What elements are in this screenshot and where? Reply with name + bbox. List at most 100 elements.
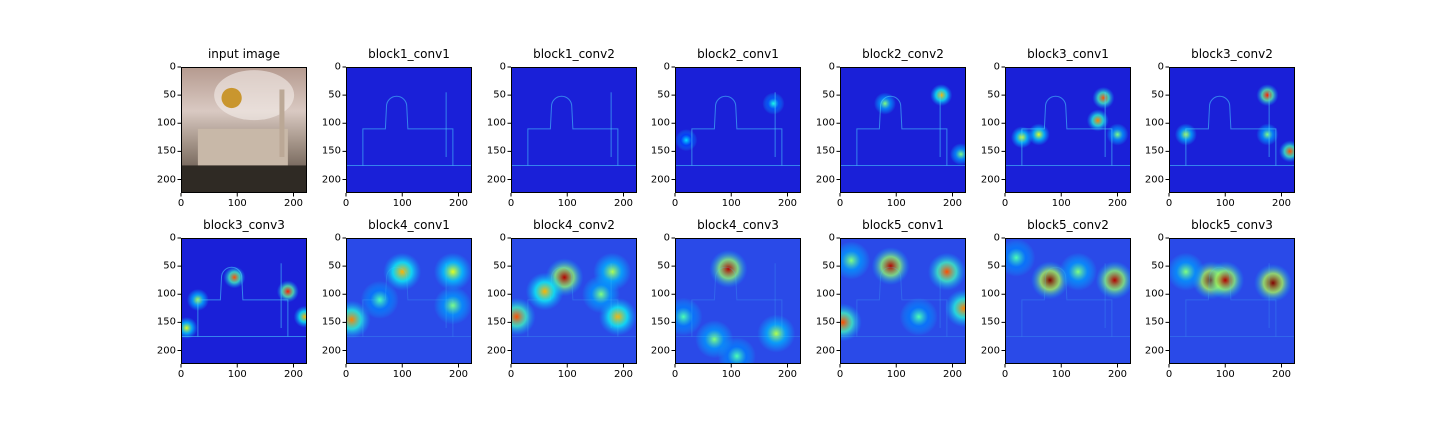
subplot-title: block3_conv3 [203, 218, 285, 232]
subplot-title: block5_conv3 [1191, 218, 1273, 232]
axes-frame [346, 238, 472, 364]
y-tick-label: 200 [1144, 174, 1164, 185]
x-tick-label: 100 [1215, 198, 1235, 209]
activation-hotspot [1086, 109, 1109, 132]
x-tick-label: 0 [671, 198, 679, 209]
y-tick-label: 0 [993, 232, 1000, 244]
activation-hotspot [1106, 123, 1129, 146]
subplot-12: block5_conv1 0 100 200 0 50 100 150 200 [816, 218, 966, 380]
subplot-4: block2_conv1 0 100 200 0 50 100 150 200 [651, 47, 801, 209]
activation-hotspot [675, 129, 698, 152]
y-tick-label: 150 [486, 145, 506, 157]
subplot-title: block3_conv2 [1191, 47, 1273, 61]
y-tick-label: 150 [156, 145, 176, 157]
building-silhouette [1005, 263, 1131, 337]
axes-frame [1169, 67, 1295, 193]
y-tick-label: 50 [1151, 89, 1164, 101]
x-tick-label: 100 [227, 198, 247, 209]
y-tick-label: 100 [815, 288, 835, 300]
activation-hotspot [930, 84, 953, 107]
plot-area [1165, 237, 1295, 368]
activation-hotspot [1095, 261, 1131, 300]
axes-frame [511, 67, 637, 193]
subplot-title: input image [207, 47, 281, 61]
subplot-9: block4_conv1 0 100 200 0 50 100 150 200 [322, 218, 472, 380]
x-tick-label: 200 [777, 369, 798, 380]
x-tick-label: 100 [721, 198, 741, 209]
plot-area [507, 237, 637, 368]
y-tick-label: 200 [1144, 345, 1164, 356]
building-silhouette [840, 263, 966, 337]
activation-hotspot [360, 280, 399, 319]
x-tick-label: 0 [836, 369, 844, 380]
activation-hotspot [840, 241, 871, 280]
activation-hotspot [762, 92, 785, 115]
y-tick-label: 50 [493, 260, 506, 272]
activation-hotspot [383, 252, 422, 291]
axes-frame [675, 67, 801, 193]
subplot-title: block4_conv1 [368, 218, 450, 232]
subplot-title: block5_conv1 [862, 218, 944, 232]
y-tick-label: 0 [828, 61, 835, 73]
x-tick-label: 100 [886, 369, 906, 380]
y-tick-label: 100 [156, 288, 176, 300]
y-tick-label: 150 [321, 316, 341, 328]
y-tick-label: 200 [980, 345, 1000, 356]
activation-hotspot [927, 252, 966, 291]
y-tick-label: 0 [1157, 61, 1164, 73]
x-tick-label: 0 [342, 369, 350, 380]
subplot-title: block2_conv1 [697, 47, 779, 61]
x-tick-label: 0 [671, 369, 679, 380]
y-tick-label: 0 [169, 61, 176, 73]
plot-area [1001, 66, 1131, 197]
y-tick-label: 100 [980, 117, 1000, 129]
plot-area [1165, 66, 1295, 197]
subplot-13: block5_conv2 0 100 200 0 50 100 150 200 [981, 218, 1131, 380]
y-tick-label: 100 [486, 288, 506, 300]
x-tick-label: 0 [1001, 369, 1009, 380]
activation-hotspot [1092, 86, 1115, 109]
activation-hotspot [1027, 123, 1050, 146]
y-tick-label: 0 [169, 232, 176, 244]
plot-area [342, 237, 472, 368]
activation-hotspot [525, 272, 564, 311]
y-tick-label: 150 [650, 145, 670, 157]
x-tick-label: 0 [1165, 369, 1173, 380]
subplot-title: block1_conv2 [533, 47, 615, 61]
y-tick-label: 50 [822, 89, 835, 101]
axes-frame [1005, 238, 1131, 364]
y-tick-label: 100 [650, 117, 670, 129]
y-tick-label: 50 [163, 260, 176, 272]
x-tick-label: 0 [342, 198, 350, 209]
y-tick-label: 0 [663, 61, 670, 73]
activation-hotspot [582, 275, 620, 314]
activation-hotspot [511, 297, 536, 336]
subplot-title: block5_conv2 [1027, 218, 1109, 232]
x-tick-label: 200 [1107, 198, 1128, 209]
foreground [181, 165, 307, 193]
x-tick-label: 100 [557, 369, 577, 380]
building-silhouette [675, 92, 801, 166]
building-silhouette [1169, 263, 1295, 337]
y-tick-label: 100 [1144, 117, 1164, 129]
x-tick-label: 200 [283, 198, 304, 209]
building-silhouette [511, 263, 637, 337]
heatmap-background [346, 67, 472, 193]
activation-hotspot [949, 143, 966, 166]
y-tick-label: 200 [815, 174, 835, 185]
y-tick-label: 50 [657, 260, 670, 272]
x-tick-label: 0 [1001, 198, 1009, 209]
y-tick-label: 150 [815, 316, 835, 328]
activation-hotspot [675, 297, 703, 336]
y-tick-label: 50 [987, 260, 1000, 272]
x-tick-label: 100 [392, 198, 412, 209]
activation-hotspot [757, 314, 796, 353]
y-tick-label: 50 [1151, 260, 1164, 272]
y-tick-label: 0 [663, 232, 670, 244]
axes-frame [346, 67, 472, 193]
activation-hotspot [1256, 123, 1279, 146]
activation-hotspot [1005, 238, 1036, 277]
subplot-11: block4_conv3 0 100 200 0 50 100 150 200 [651, 218, 801, 380]
x-tick-label: 0 [836, 198, 844, 209]
